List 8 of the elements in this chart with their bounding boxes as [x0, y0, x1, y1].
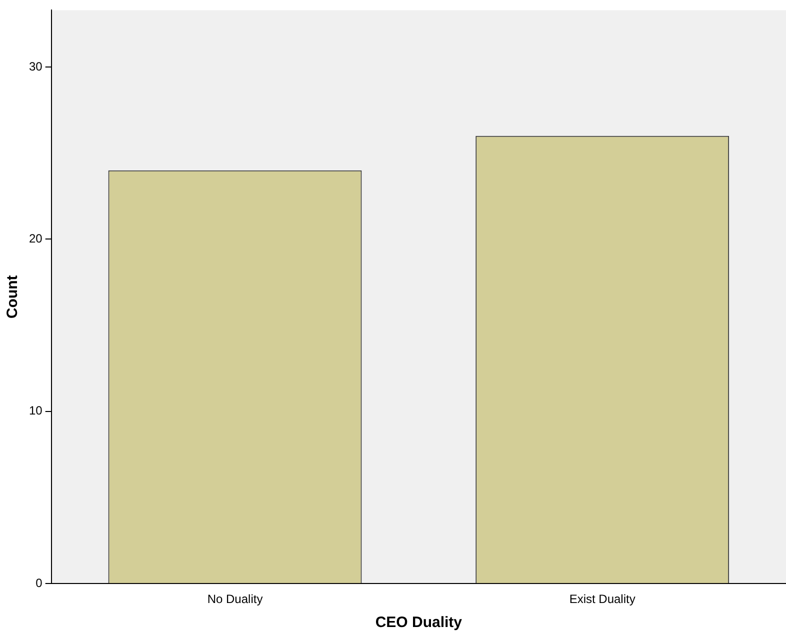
y-tick-label: 10: [28, 404, 43, 418]
y-tick-label: 20: [28, 232, 43, 246]
x-axis-title: CEO Duality: [375, 614, 463, 632]
y-tick-label: 0: [36, 576, 43, 590]
x-tick-label: No Duality: [207, 592, 263, 606]
y-tick-label: 30: [28, 59, 43, 74]
y-axis-title: Count: [4, 275, 22, 319]
x-tick-label: Exist Duality: [569, 592, 636, 606]
